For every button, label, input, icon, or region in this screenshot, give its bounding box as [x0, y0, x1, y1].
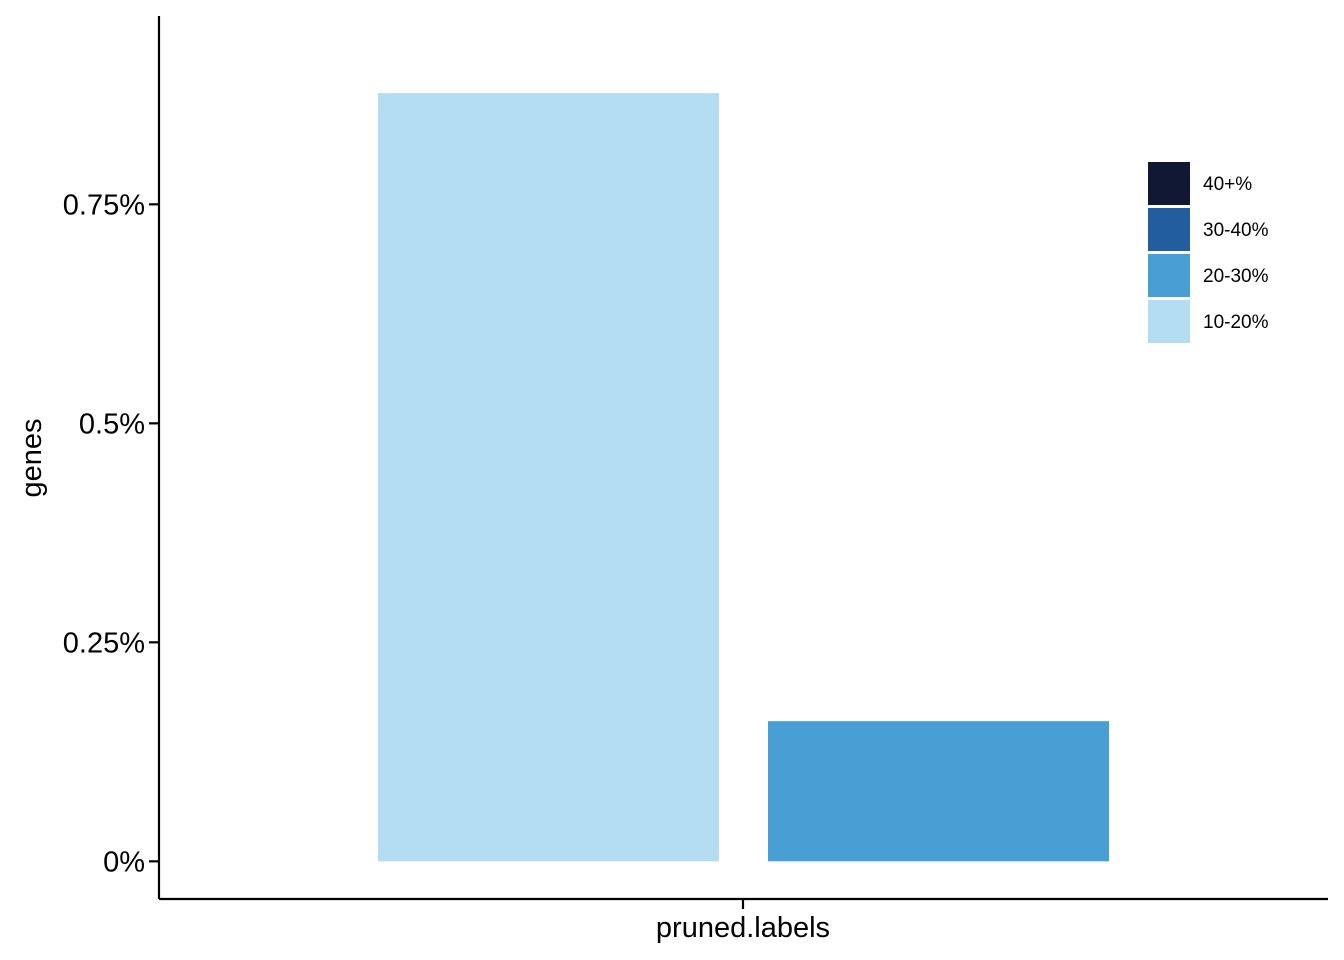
y-tick-label: 0%	[103, 846, 145, 878]
bar-10-20	[378, 93, 719, 862]
y-ticks-group: 0% 0.25% 0.5% 0.75%	[63, 189, 159, 878]
y-tick-label: 0.75%	[63, 189, 145, 221]
x-tick-label: pruned.labels	[656, 912, 830, 944]
bar-20-30	[768, 721, 1109, 862]
bars-group	[378, 93, 1109, 862]
y-tick-label: 0.25%	[63, 627, 145, 659]
legend-key	[1148, 254, 1190, 297]
y-axis-title: genes	[16, 418, 48, 497]
legend-label: 30-40%	[1203, 220, 1269, 241]
y-tick-label: 0.5%	[79, 408, 145, 440]
legend-key	[1148, 300, 1190, 343]
legend-label: 10-20%	[1203, 312, 1269, 333]
legend-key	[1148, 162, 1190, 205]
legend-label: 20-30%	[1203, 266, 1269, 287]
x-axis: pruned.labels	[159, 897, 1328, 944]
legend-key	[1148, 208, 1190, 251]
legend: 40+% 30-40% 20-30% 10-20%	[1148, 162, 1269, 343]
legend-label: 40+%	[1203, 174, 1252, 195]
